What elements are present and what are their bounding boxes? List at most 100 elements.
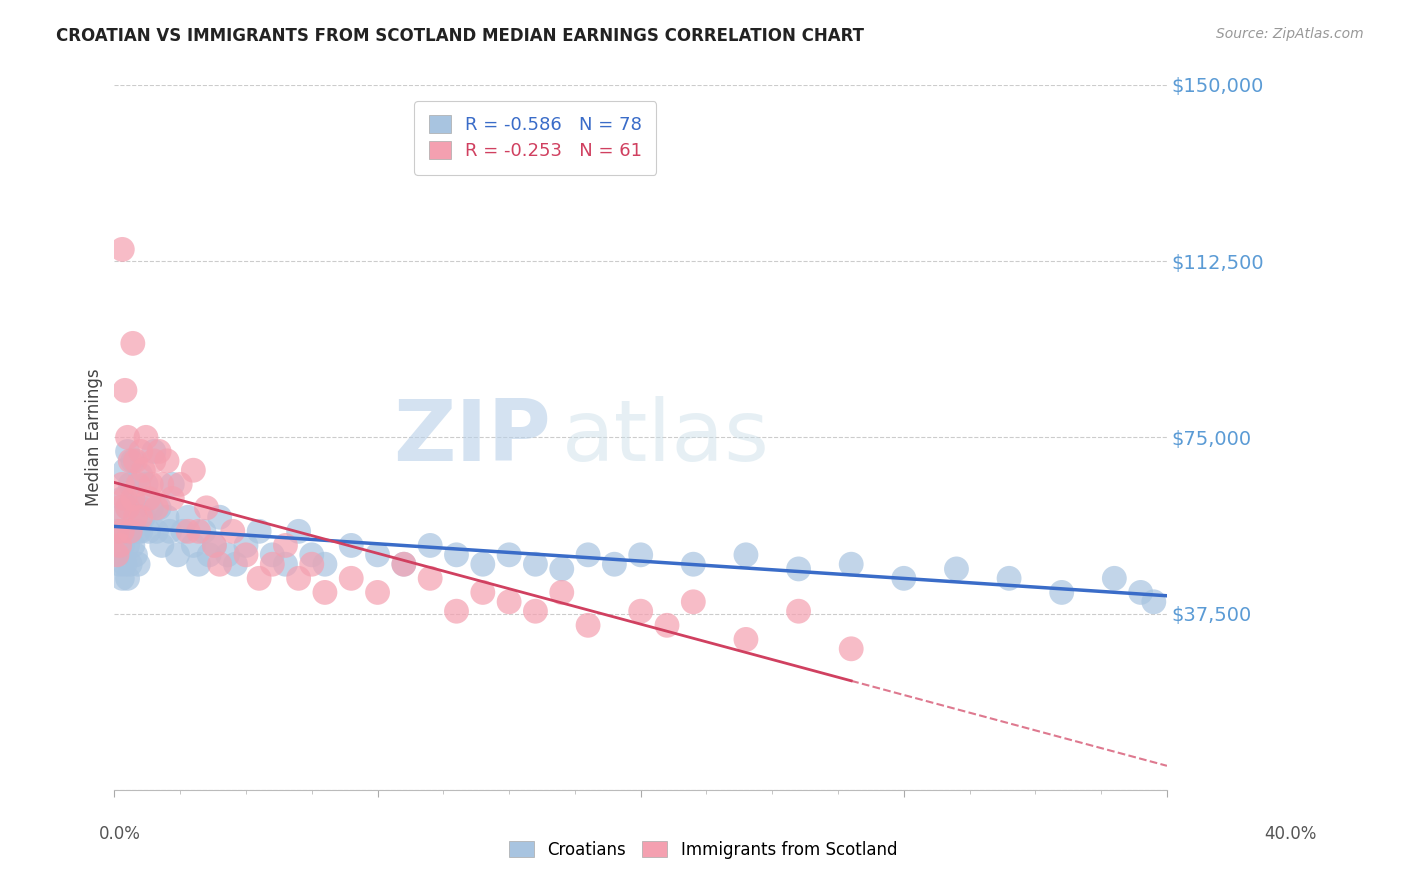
Point (162, 491, 184, 506)
Point (145, 500, 167, 515)
Point (108, 538, 131, 552)
Point (1129, 585, 1152, 599)
Point (202, 538, 225, 552)
Point (105, 524, 128, 539)
Point (117, 571, 139, 585)
Point (141, 477, 163, 491)
Text: CROATIAN VS IMMIGRANTS FROM SCOTLAND MEDIAN EARNINGS CORRELATION CHART: CROATIAN VS IMMIGRANTS FROM SCOTLAND MED… (56, 27, 865, 45)
Point (198, 548, 221, 562)
Point (419, 538, 441, 552)
Point (1143, 595, 1166, 609)
Point (202, 538, 225, 552)
Point (148, 500, 170, 515)
Point (117, 500, 139, 515)
Point (142, 454, 165, 468)
Point (208, 510, 231, 524)
Point (287, 524, 309, 539)
Point (111, 538, 134, 552)
Point (177, 524, 200, 539)
Point (630, 548, 652, 562)
Point (114, 491, 136, 506)
Point (446, 604, 468, 618)
Point (576, 548, 599, 562)
Point (114, 524, 136, 539)
Point (603, 558, 626, 572)
Text: Source: ZipAtlas.com: Source: ZipAtlas.com (1216, 27, 1364, 41)
Point (498, 595, 520, 609)
Point (655, 618, 678, 632)
Point (893, 571, 915, 585)
Point (117, 444, 139, 458)
Point (127, 558, 149, 572)
Point (274, 558, 297, 572)
Point (120, 558, 142, 572)
Point (224, 558, 246, 572)
Point (117, 538, 139, 552)
Point (148, 444, 170, 458)
Legend: R = -0.586   N = 78, R = -0.253   N = 61: R = -0.586 N = 78, R = -0.253 N = 61 (415, 101, 657, 175)
Point (124, 500, 146, 515)
Point (682, 595, 704, 609)
Point (162, 477, 184, 491)
Point (145, 524, 167, 539)
Point (262, 548, 284, 562)
Point (150, 538, 173, 552)
Point (111, 524, 134, 539)
Point (735, 548, 758, 562)
Point (127, 477, 149, 491)
Point (138, 524, 160, 539)
Point (105, 548, 128, 562)
Point (159, 524, 181, 539)
Point (132, 510, 155, 524)
Point (117, 430, 139, 444)
Point (367, 548, 389, 562)
Legend: Croatians, Immigrants from Scotland: Croatians, Immigrants from Scotland (502, 835, 904, 866)
Point (111, 243, 134, 257)
Point (129, 444, 152, 458)
Point (114, 384, 136, 398)
Point (129, 524, 152, 539)
Point (217, 548, 239, 562)
Point (150, 477, 173, 491)
Point (132, 463, 155, 477)
Point (222, 524, 245, 539)
Point (340, 571, 363, 585)
Point (120, 524, 142, 539)
Point (524, 558, 547, 572)
Point (135, 477, 157, 491)
Point (142, 444, 165, 458)
Point (340, 538, 363, 552)
Point (105, 548, 128, 562)
Point (111, 491, 134, 506)
Point (235, 548, 257, 562)
Point (392, 558, 415, 572)
Point (129, 510, 152, 524)
Point (108, 510, 131, 524)
Point (108, 500, 131, 515)
Point (471, 558, 494, 572)
Point (127, 524, 149, 539)
Point (1104, 571, 1126, 585)
Point (247, 571, 270, 585)
Point (471, 585, 494, 599)
Point (551, 585, 574, 599)
Point (576, 618, 599, 632)
Point (156, 510, 179, 524)
Point (945, 562, 967, 576)
Point (235, 538, 257, 552)
Point (208, 558, 231, 572)
Point (839, 558, 862, 572)
Point (121, 336, 143, 351)
Text: ZIP: ZIP (394, 396, 551, 479)
Point (111, 477, 134, 491)
Point (367, 585, 389, 599)
Point (1050, 585, 1073, 599)
Point (129, 500, 152, 515)
Point (135, 430, 157, 444)
Point (193, 524, 215, 539)
Point (121, 538, 143, 552)
Point (630, 604, 652, 618)
Point (111, 571, 134, 585)
Point (274, 538, 297, 552)
Point (114, 558, 136, 572)
